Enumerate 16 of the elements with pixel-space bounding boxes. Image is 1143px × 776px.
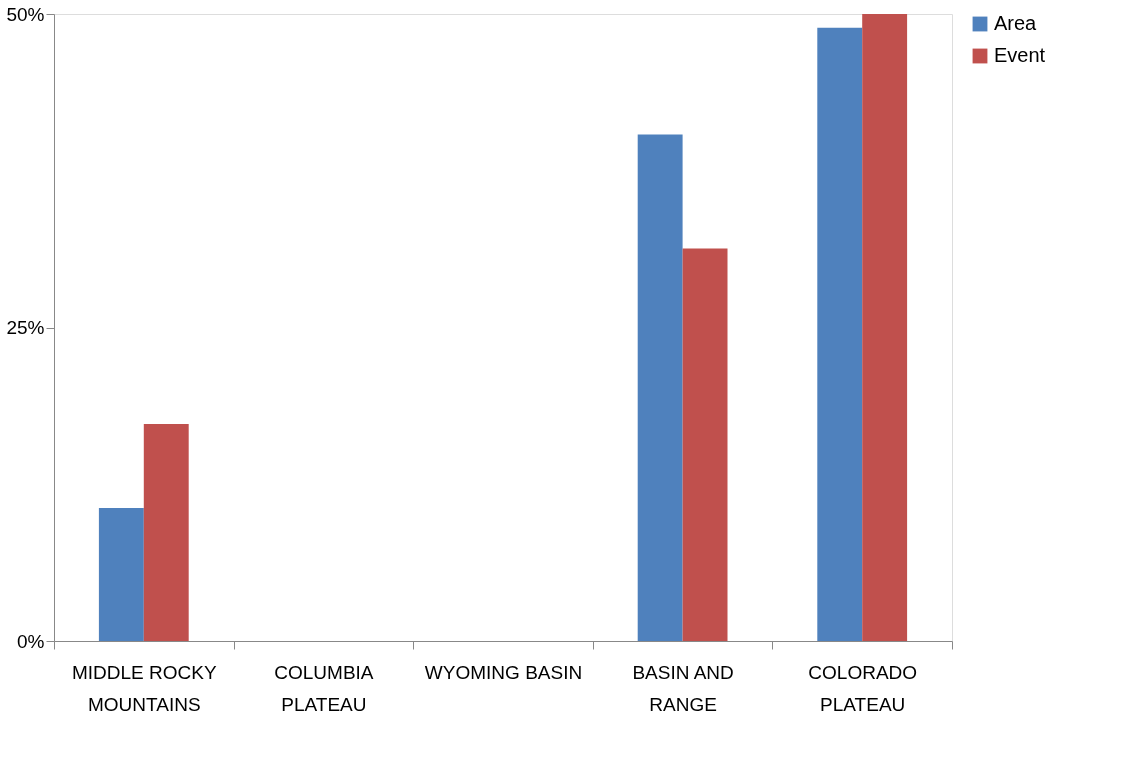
x-tick-label: COLORADO PLATEAU: [808, 661, 918, 715]
bar: [862, 14, 908, 641]
bar: [817, 27, 863, 641]
x-tick-label: MIDDLE ROCKY MOUNTAINS: [71, 661, 217, 715]
y-tick-label: 0%: [17, 630, 45, 652]
bar: [637, 134, 683, 641]
x-tick-label: WYOMING BASIN: [424, 661, 583, 683]
x-tick-label: COLUMBIA PLATEAU: [274, 661, 374, 715]
legend-label: Area: [994, 12, 1038, 34]
bar: [143, 424, 189, 641]
y-tick-label: 50%: [6, 3, 45, 25]
y-tick-label: 25%: [6, 317, 45, 338]
x-tick-label: BASIN AND RANGE: [632, 661, 734, 715]
bar: [682, 248, 728, 641]
bar: [98, 508, 144, 641]
legend-label: Event: [994, 44, 1046, 66]
